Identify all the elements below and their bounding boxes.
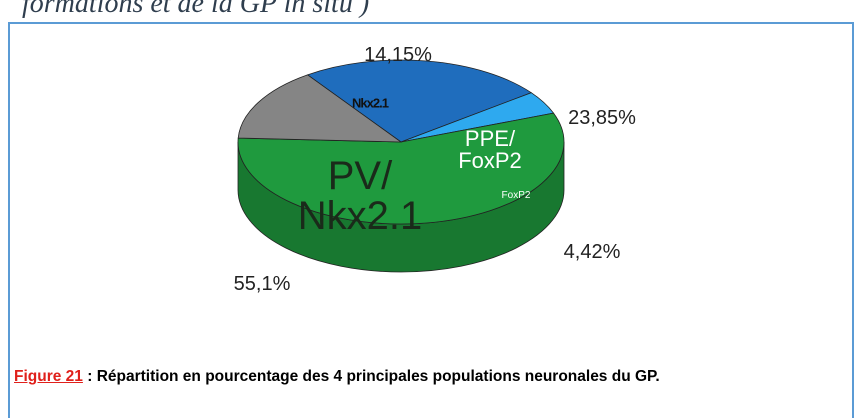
figure-number: Figure 21 — [14, 368, 83, 385]
value-label: 23,85% — [568, 107, 636, 129]
value-label: 55,1% — [233, 273, 291, 295]
wedge — [306, 59, 533, 143]
slice-label: PPE/ FoxP2 — [458, 126, 522, 173]
caption-text: : Répartition en pourcentage des 4 princ… — [82, 368, 660, 385]
header-text: formations et de la GP in situ ) — [22, 0, 370, 19]
value-label: 14,15% — [364, 44, 432, 66]
figure-box — [8, 22, 854, 418]
slice-label: Nkx2.1 — [352, 95, 389, 111]
caption: Figure 21 : Répartition en pourcentage d… — [14, 362, 844, 392]
wedge — [237, 112, 565, 225]
wedge — [237, 74, 403, 143]
slice-label: PV/ Nkx2.1 — [297, 154, 423, 238]
value-label: 4,42% — [563, 241, 621, 263]
slice-label: FoxP2 — [501, 190, 531, 201]
